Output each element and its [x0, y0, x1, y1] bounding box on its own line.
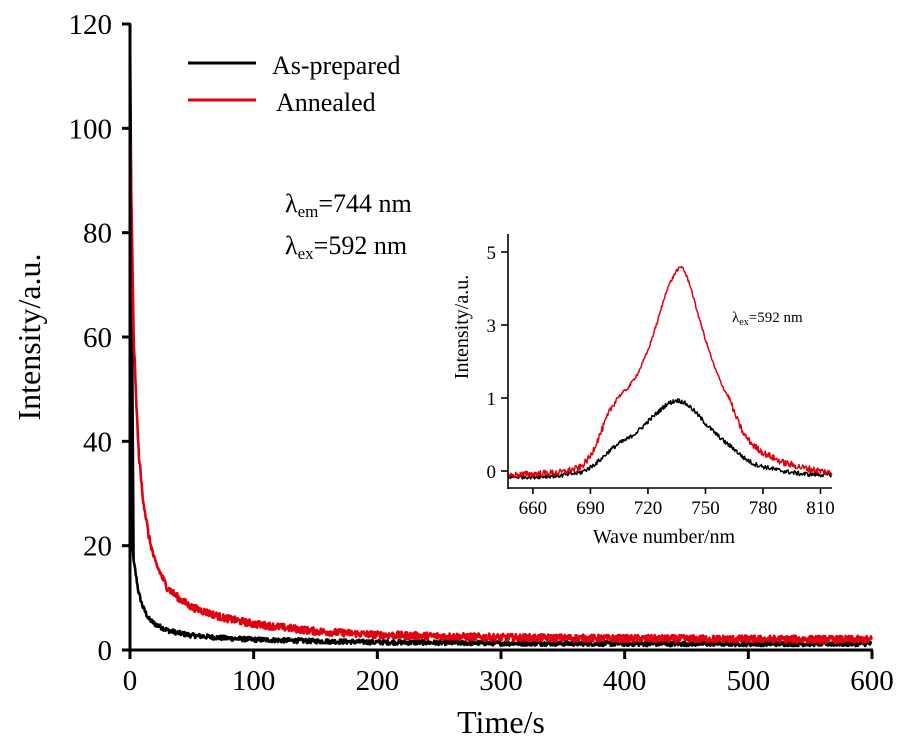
inset-x-tick-label: 780: [749, 498, 778, 519]
svg-text:λex=592 nm: λex=592 nm: [285, 231, 407, 263]
main-x-tick-label: 500: [727, 665, 771, 697]
lambda-subscript: em: [298, 202, 319, 221]
lambda-subscript: ex: [298, 244, 315, 263]
inset-y-ticks: 0 1 3 5: [487, 243, 508, 483]
main-x-ticks: 0 100 200 300 400 500 600: [123, 650, 894, 697]
main-series-line-annealed: [128, 113, 874, 645]
inset-series-line-as-prepared: [507, 397, 833, 480]
lambda-subscript: ex: [739, 317, 748, 328]
inset-y-tick-label: 0: [487, 462, 497, 483]
inset-series-group: [507, 265, 833, 480]
main-y-tick-label: 20: [83, 531, 112, 563]
inset-y-tick-label: 3: [487, 316, 497, 337]
main-y-tick-label: 40: [83, 426, 112, 458]
legend: As-prepared Annealed: [188, 51, 401, 117]
legend-item-annealed: Annealed: [188, 88, 376, 117]
inset-series-line-annealed: [507, 265, 833, 480]
lambda-value: =592 nm: [749, 310, 803, 326]
annotation-lambda-em: λem=744 nm: [285, 189, 412, 221]
inset-x-tick-label: 690: [576, 498, 605, 519]
legend-label-as-prepared: As-prepared: [272, 51, 401, 80]
main-plot: 0 100 200 300 400 500 600 0 20 40 60 80 100 120 Time…: [11, 9, 894, 740]
legend-item-as-prepared: As-prepared: [188, 51, 401, 80]
lambda-value: =592 nm: [314, 231, 407, 260]
main-x-tick-label: 300: [479, 665, 523, 697]
inset-annotation-lambda-ex: λex=592 nm: [732, 310, 803, 328]
svg-text:λem=744 nm: λem=744 nm: [285, 189, 412, 221]
main-y-ticks: 0 20 40 60 80 100 120: [69, 9, 130, 667]
inset-x-tick-label: 750: [691, 498, 720, 519]
main-y-tick-label: 100: [69, 113, 113, 145]
inset-x-axis-title: Wave number/nm: [593, 526, 736, 548]
inset-y-axis-title: Intensity/a.u.: [451, 275, 473, 379]
main-x-axis-title: Time/s: [457, 704, 545, 740]
svg-text:λex=592 nm: λex=592 nm: [732, 310, 803, 328]
lambda-value: =744 nm: [318, 189, 411, 218]
main-y-tick-label: 120: [69, 9, 113, 41]
inset-x-tick-label: 720: [634, 498, 663, 519]
main-x-tick-label: 400: [603, 665, 647, 697]
inset-x-tick-label: 810: [806, 498, 835, 519]
main-y-tick-label: 80: [83, 218, 112, 250]
annotation-lambda-ex: λex=592 nm: [285, 231, 407, 263]
main-y-tick-label: 60: [83, 322, 112, 354]
lambda-symbol: λ: [285, 189, 298, 218]
main-x-tick-label: 0: [123, 665, 138, 697]
main-y-axis-title: Intensity/a.u.: [11, 253, 47, 420]
main-x-tick-label: 600: [850, 665, 894, 697]
legend-label-annealed: Annealed: [276, 88, 376, 117]
main-x-tick-label: 100: [232, 665, 276, 697]
inset-x-ticks: 660 690 720 750 780 810: [519, 488, 835, 519]
inset-y-tick-label: 5: [487, 243, 497, 264]
lambda-symbol: λ: [732, 310, 740, 326]
inset-x-tick-label: 660: [519, 498, 548, 519]
inset-y-tick-label: 1: [487, 389, 497, 410]
main-x-tick-label: 200: [356, 665, 400, 697]
inset-plot: 660 690 720 750 780 810 0 1 3 5 Wave number/nm I…: [451, 234, 835, 548]
main-y-tick-label: 0: [98, 635, 113, 667]
main-series-line-as-prepared: [128, 22, 873, 648]
main-series-group: [128, 22, 874, 648]
lambda-symbol: λ: [285, 231, 298, 260]
